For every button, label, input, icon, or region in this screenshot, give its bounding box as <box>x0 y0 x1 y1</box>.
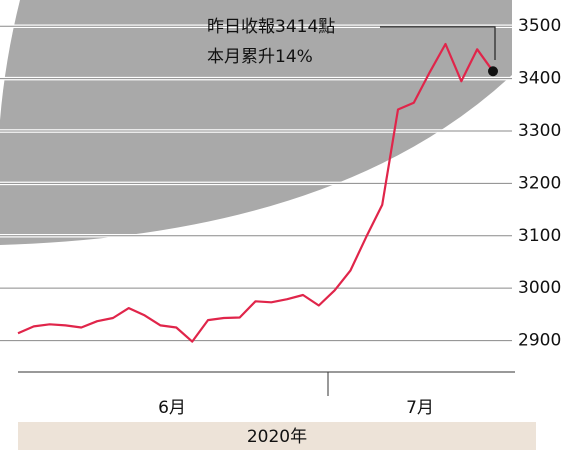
month-label: 6月 <box>158 398 186 418</box>
year-label: 2020年 <box>247 427 307 447</box>
chart: 6月 7月 2020年 昨日收報3414點 本月累升14% 2900 3000 31… <box>0 0 565 450</box>
y-tick-label: 3200 <box>518 173 561 193</box>
y-tick-label: 2900 <box>518 331 561 351</box>
y-tick-label: 3000 <box>518 278 561 298</box>
end-point <box>488 66 498 76</box>
y-tick-label: 3300 <box>518 121 561 141</box>
month-label: 7月 <box>406 398 434 418</box>
annotation: 本月累升14% <box>207 47 313 67</box>
annotation: 昨日收報3414點 <box>207 17 335 37</box>
y-tick-label: 3100 <box>518 226 561 246</box>
y-tick-label: 3400 <box>518 69 561 89</box>
y-tick-label: 3500 <box>518 16 561 36</box>
